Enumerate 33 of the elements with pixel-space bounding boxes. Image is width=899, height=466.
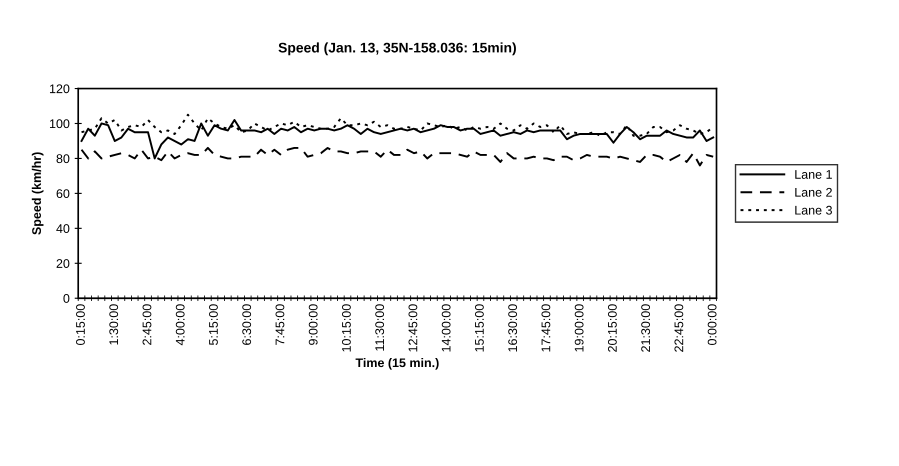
x-tick-label: 0:00:00 xyxy=(708,304,717,346)
x-tick-label: 22:45:00 xyxy=(674,304,684,352)
y-tick-label: 80 xyxy=(56,154,70,164)
x-tick-label: 21:30:00 xyxy=(641,304,650,352)
x-tick-label: 9:00:00 xyxy=(308,304,318,345)
x-tick-label: 16:30:00 xyxy=(508,304,518,352)
x-tick-label: 20:15:00 xyxy=(608,304,617,352)
x-tick-label: 0:15:00 xyxy=(76,304,85,346)
x-tick-label: 7:45:00 xyxy=(276,304,284,345)
x-tick-label: 6:30:00 xyxy=(242,304,252,345)
x-tick-label: 14:00:00 xyxy=(442,304,451,352)
x-tick-label: 15:15:00 xyxy=(474,304,484,352)
y-axis-title: Speed (km/hr) xyxy=(32,152,44,235)
x-tick-label: 1:30:00 xyxy=(109,304,118,345)
y-tick-label: 20 xyxy=(56,259,70,268)
x-tick-label: 4:00:00 xyxy=(176,304,185,346)
x-tick-label: 17:45:00 xyxy=(541,304,550,352)
y-tick-label: 100 xyxy=(50,119,70,128)
x-tick-label: 11:30:00 xyxy=(375,304,384,351)
y-tick-label: 60 xyxy=(56,189,70,198)
x-axis-title: Time (15 min.) xyxy=(356,358,439,370)
x-tick-label: 12:45:00 xyxy=(408,304,418,352)
y-tick-label: 0 xyxy=(63,294,70,303)
legend-label: Lane 2 xyxy=(795,188,832,197)
x-tick-label: 2:45:00 xyxy=(142,304,152,345)
legend-label: Lane 1 xyxy=(795,170,832,179)
chart-title: Speed (Jan. 13, 35N-158.036: 15min) xyxy=(278,42,516,56)
x-tick-label: 5:15:00 xyxy=(209,304,218,345)
y-tick-label: 40 xyxy=(56,224,70,233)
x-tick-label: 19:00:00 xyxy=(574,304,584,352)
legend-label: Lane 3 xyxy=(795,206,832,215)
y-tick-label: 120 xyxy=(50,84,70,94)
x-tick-label: 10:15:00 xyxy=(342,304,351,352)
